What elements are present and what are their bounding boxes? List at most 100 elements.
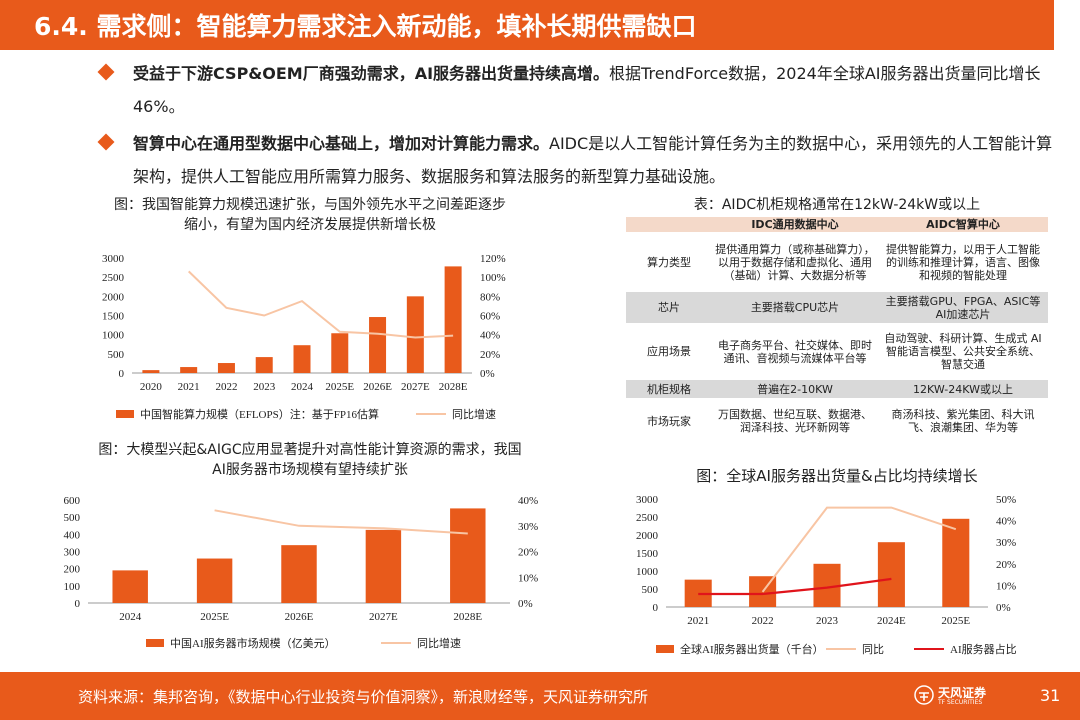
x-tick-label: 2021	[687, 615, 709, 627]
table-row-head: 市场玩家	[647, 414, 691, 428]
y2-tick-label: 40%	[518, 495, 538, 507]
diamond-bullet-icon	[97, 133, 115, 151]
legend-line-label: 同比	[862, 643, 884, 656]
page-number: 31	[1040, 686, 1061, 705]
y2-tick-label: 10%	[996, 580, 1016, 592]
diamond-bullet-icon	[97, 63, 115, 81]
legend-bar-swatch	[656, 645, 674, 653]
table-row: 市场玩家 万国数据、世纪互联、数据港、润泽科技、光环新网等 商汤科技、紫光集团、…	[626, 398, 1048, 444]
bar	[369, 317, 387, 373]
bullet-1-bold: 受益于下游CSP&OEM厂商强劲需求，AI服务器出货量持续高增。	[133, 64, 610, 83]
x-tick-label: 2024	[119, 611, 142, 623]
x-tick-label: 2028E	[453, 611, 482, 623]
y2-tick-label: 0%	[518, 598, 533, 610]
title-bar: 6.4. 需求侧：智能算力需求注入新动能，填补长期供需缺口	[0, 0, 1054, 50]
table-cell: 万国数据、世纪互联、数据港、润泽科技、光环新网等	[718, 408, 872, 434]
bar	[293, 345, 311, 373]
y2-tick-label: 20%	[480, 349, 500, 361]
bar	[406, 296, 424, 373]
bullet-2-bold: 智算中心在通用型数据中心基础上，增加对计算能力需求。	[133, 134, 550, 153]
bullet-1-text: 根据TrendForce数据，2024年全球AI服务器出货量同比增长46%。	[133, 64, 1041, 116]
y-tick-label: 2500	[102, 272, 125, 284]
y2-tick-label: 40%	[996, 516, 1016, 528]
y-tick-label: 0	[119, 368, 125, 380]
logo-subtext: TF SECURITIES	[938, 699, 983, 706]
table-row: 机柜规格 普遍在2-10KW 12KW-24KW或以上	[626, 380, 1048, 398]
chart-global-ai-server-shipments: 3000 2500 2000 1500 1000 500 0 50% 40% 30% 20% 10% 0…	[636, 494, 1017, 656]
legend-bar-swatch	[146, 639, 164, 647]
table-row-head: 芯片	[626, 292, 712, 323]
chart-china-ai-server-market: 600 500 400 300 200 100 0 40% 30% 20% 10% 0% 2024 202…	[64, 495, 539, 650]
y2-tick-label: 120%	[480, 253, 506, 265]
y-tick-label: 100	[64, 581, 81, 593]
table-cell: 自动驾驶、科研计算、生成式 AI 智能语言模型、公共安全系统、智慧交通	[884, 332, 1042, 371]
table-cell: 主要搭载CPU芯片	[712, 292, 878, 323]
legend-bar-label: 中国AI服务器市场规模（亿美元）	[170, 636, 336, 650]
y2-tick-label: 100%	[480, 272, 506, 284]
bar	[331, 333, 349, 373]
y-tick-label: 1000	[636, 566, 659, 578]
bullet-1: 受益于下游CSP&OEM厂商强劲需求，AI服务器出货量持续高增。根据TrendF…	[97, 57, 1060, 123]
table-header-cell	[626, 217, 712, 232]
bar	[444, 266, 462, 373]
chart2-caption-line2: AI服务器市场规模有望持续扩张	[212, 462, 408, 478]
x-tick-label: 2023	[816, 615, 839, 627]
y-tick-label: 2000	[102, 291, 125, 303]
table-cell: 提供智能算力，以用于人工智能的训练和推理计算，语言、图像和视频的智能处理	[886, 242, 1040, 282]
x-tick-label: 2027E	[369, 611, 398, 623]
table-row: 芯片 主要搭载CPU芯片 主要搭载GPU、FPGA、ASIC等AI加速芯片	[626, 292, 1048, 323]
y-tick-label: 1000	[102, 330, 125, 342]
x-tick-label: 2026E	[285, 611, 314, 623]
chart2-caption-line1: 图：大模型兴起&AIGC应用显著提升对高性能计算资源的需求，我国	[98, 442, 522, 458]
bar	[877, 542, 905, 607]
table-row-head: 应用场景	[647, 345, 691, 358]
y-tick-label: 500	[64, 512, 81, 524]
y-tick-label: 500	[108, 349, 125, 361]
table-cell: 普遍在2-10KW	[712, 380, 878, 398]
x-tick-label: 2025E	[200, 611, 229, 623]
table-header-row: IDC通用数据中心 AIDC智算中心	[626, 217, 1048, 232]
table-cell: 电子商务平台、社交媒体、即时 通讯、音视频与流媒体平台等	[718, 338, 872, 365]
y2-tick-label: 30%	[996, 537, 1016, 549]
y-tick-label: 0	[75, 598, 81, 610]
table-cell: 主要搭载GPU、FPGA、ASIC等AI加速芯片	[878, 292, 1048, 323]
source-note: 资料来源：集邦咨询，《数据中心行业投资与价值洞察》，新浪财经等，天风证券研究所	[78, 688, 649, 706]
y2-tick-label: 0%	[996, 602, 1011, 614]
bar	[196, 558, 233, 603]
y2-tick-label: 50%	[996, 494, 1016, 506]
bar	[365, 529, 402, 603]
legend-line-label: 同比增速	[417, 636, 461, 650]
chart1-caption-line2: 缩小，有望为国内经济发展提供新增长极	[184, 217, 436, 233]
table-caption: 表：AIDC机柜规格通常在12kW-24kW或以上	[693, 197, 981, 213]
y2-tick-label: 20%	[996, 559, 1016, 571]
y-tick-label: 0	[653, 602, 659, 614]
x-tick-label: 2023	[253, 381, 276, 393]
x-tick-label: 2025E	[941, 615, 970, 627]
chart1-caption: 图：我国智能算力规模迅速扩张，与国外领先水平之间差距逐步 缩小，有望为国内经济发…	[40, 195, 580, 235]
y2-tick-label: 10%	[518, 572, 538, 584]
table-row: 算力类型 提供通用算力（或称基础算力），以用于数据存储和虚拟化、通用（基础）计算…	[626, 232, 1048, 292]
y2-tick-label: 40%	[480, 330, 500, 342]
y-tick-label: 300	[64, 547, 81, 559]
table-cell: 12KW-24KW或以上	[878, 380, 1048, 398]
logo-text: 天风证券	[938, 686, 987, 700]
bar	[112, 570, 148, 603]
table-cell: 提供通用算力（或称基础算力），以用于数据存储和虚拟化、通用（基础）计算、大数据分…	[715, 242, 875, 282]
chart1-caption-line1: 图：我国智能算力规模迅速扩张，与国外领先水平之间差距逐步	[114, 197, 506, 213]
y-tick-label: 400	[64, 529, 81, 541]
y2-tick-label: 80%	[480, 291, 500, 303]
bar	[217, 363, 235, 373]
table-header-cell: AIDC智算中心	[878, 217, 1048, 232]
bar	[942, 518, 970, 607]
table-header-cell: IDC通用数据中心	[712, 217, 878, 232]
growth-line	[761, 506, 957, 593]
share-line	[698, 577, 892, 596]
bullet-2-text: AIDC是以人工智能计算任务为主的数据中心，采用领先的人工智能计算架构，提供人工…	[133, 134, 1053, 186]
y-tick-label: 600	[64, 495, 81, 507]
x-tick-label: 2024	[291, 381, 314, 393]
bar	[450, 508, 486, 603]
x-tick-label: 2025E	[325, 381, 354, 393]
y-tick-label: 3000	[636, 494, 659, 506]
y-tick-label: 1500	[636, 548, 659, 560]
chart3-caption: 图：全球AI服务器出货量&占比均持续增长	[696, 467, 978, 485]
